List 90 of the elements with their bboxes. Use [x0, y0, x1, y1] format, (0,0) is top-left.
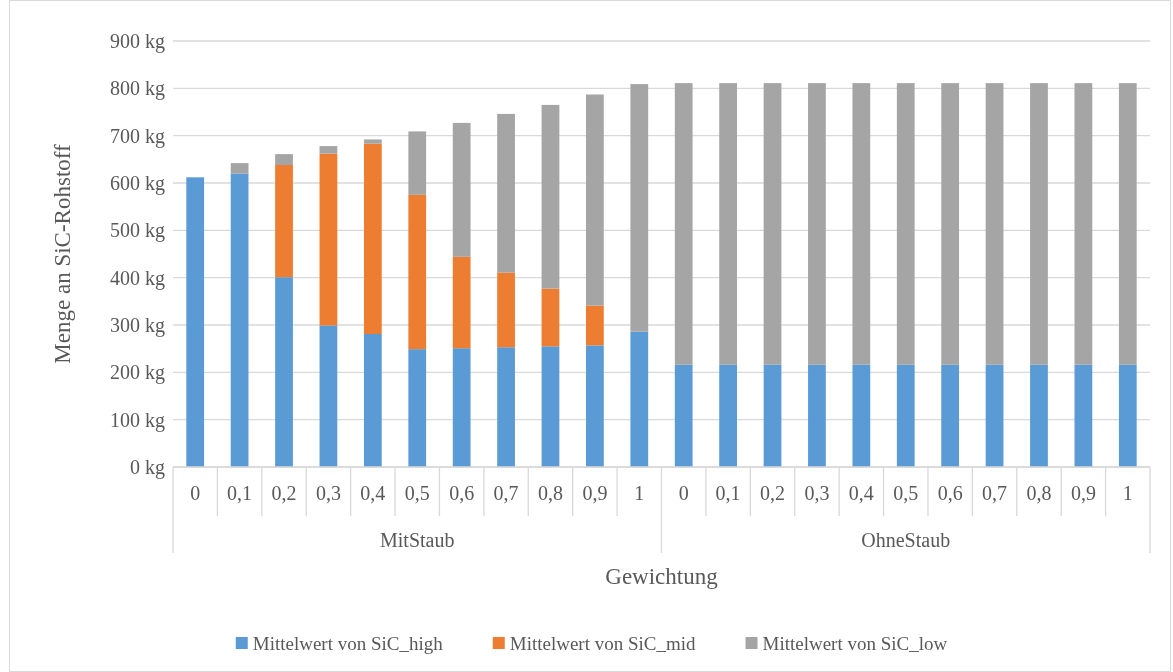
x-tick-label: 0,1 — [715, 482, 741, 504]
x-tick-label: 1 — [1122, 482, 1133, 504]
x-tick-label: 0,9 — [582, 482, 608, 504]
bar — [452, 122, 471, 257]
bar — [497, 272, 515, 348]
bar — [763, 364, 782, 467]
bar — [408, 349, 427, 467]
bar — [586, 305, 604, 346]
x-tick-label: 0,5 — [404, 482, 430, 504]
y-tick-label: 300 kg — [110, 314, 165, 337]
bar — [230, 173, 249, 467]
x-axis-title: Gewichtung — [605, 564, 719, 590]
bar — [808, 83, 826, 365]
text: MitStaub — [380, 529, 455, 551]
y-tick-label: 500 kg — [110, 219, 165, 243]
x-tick-label: 0,7 — [493, 482, 519, 504]
bar — [630, 84, 649, 332]
x-tick-label: 1 — [634, 482, 645, 504]
bar — [1118, 83, 1137, 365]
bar — [719, 83, 737, 365]
bar — [896, 364, 915, 467]
y-tick-label: 200 kg — [110, 361, 165, 385]
x-tick-label: 0,3 — [315, 482, 341, 504]
bar — [541, 104, 560, 289]
bar — [363, 143, 382, 334]
x-tick-label: 0,5 — [893, 482, 919, 504]
bar — [408, 131, 427, 195]
bar — [1030, 83, 1048, 365]
bar — [1118, 364, 1137, 467]
legend-label: Mittelwert von SiC_low — [762, 632, 948, 654]
bar — [363, 139, 382, 144]
y-tick-label: 400 kg — [110, 266, 165, 290]
bar — [1030, 364, 1048, 467]
bar — [1074, 364, 1093, 467]
bar — [230, 163, 249, 174]
x-tick-label: 0,4 — [848, 482, 874, 504]
bar — [497, 347, 515, 467]
x-tick-label: 0 — [190, 482, 201, 504]
legend-label: Mittelwert von SiC_mid — [509, 632, 697, 654]
text: OhneStaub — [861, 529, 951, 551]
bar — [275, 165, 293, 278]
bar — [319, 153, 338, 326]
bar — [541, 288, 560, 347]
x-tick-label: 0,8 — [1026, 482, 1052, 504]
bar — [808, 364, 826, 467]
bar — [586, 345, 604, 467]
bar — [319, 146, 338, 154]
x-tick-label: 0 — [678, 482, 689, 504]
x-tick-label: 0,6 — [937, 482, 963, 504]
bar — [186, 177, 205, 467]
x-tick-label: 0,4 — [360, 482, 386, 504]
x-tick-label: 0,2 — [760, 482, 786, 504]
bar — [363, 333, 382, 467]
bar — [852, 83, 871, 365]
y-tick-label: 0 kg — [130, 456, 165, 479]
bar — [719, 364, 737, 467]
x-tick-label: 0,1 — [227, 482, 253, 504]
bar — [408, 194, 427, 350]
bar — [674, 364, 693, 467]
x-tick-label: 0,9 — [1070, 482, 1096, 504]
legend-label: Mittelwert von SiC_high — [252, 632, 444, 654]
bar — [497, 113, 515, 273]
bar — [630, 331, 649, 467]
y-tick-label: 600 kg — [110, 172, 165, 195]
bar — [941, 364, 960, 467]
bar — [852, 364, 871, 467]
bar — [985, 364, 1004, 467]
y-tick-label: 700 kg — [110, 124, 165, 148]
bar — [586, 94, 604, 306]
x-tick-label: 0,8 — [537, 482, 563, 504]
bar — [319, 325, 338, 467]
bar — [674, 83, 693, 365]
x-tick-label: 0,3 — [804, 482, 830, 504]
bar — [275, 277, 293, 467]
y-tick-label: 800 kg — [110, 77, 165, 101]
bar — [541, 346, 560, 467]
bar — [941, 83, 960, 365]
x-tick-label: 0,7 — [982, 482, 1008, 504]
bar — [1074, 83, 1093, 365]
y-axis-title: Menge an SiC-Rohstoff — [50, 143, 76, 364]
bar — [763, 83, 782, 365]
bar — [452, 348, 471, 467]
y-tick-label: 900 kg — [110, 30, 165, 53]
x-tick-label: 0,6 — [449, 482, 475, 504]
bar — [275, 154, 293, 166]
bar — [896, 83, 915, 365]
x-tick-label: 0,2 — [271, 482, 297, 504]
y-tick-label: 100 kg — [110, 408, 165, 432]
bar — [452, 256, 471, 349]
bar — [985, 83, 1004, 365]
